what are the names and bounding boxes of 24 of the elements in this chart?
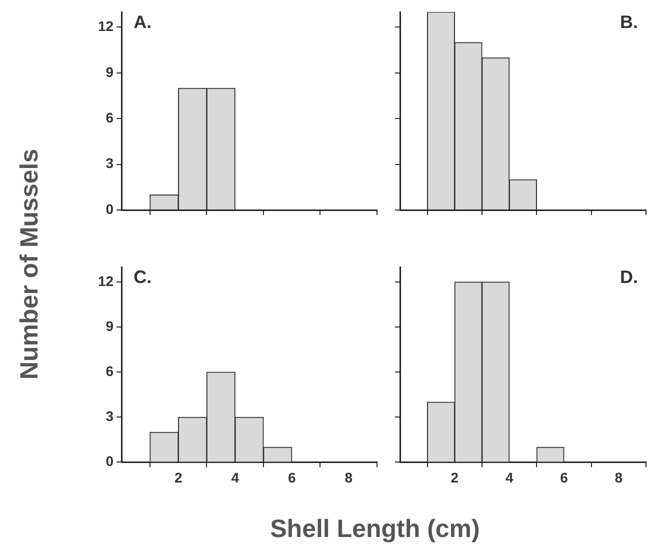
y-tick-label: 3 xyxy=(106,408,114,424)
x-tick-label: 4 xyxy=(505,469,514,486)
y-axis-title: Number of Mussels xyxy=(16,148,44,380)
chart-title: D. xyxy=(620,266,638,287)
x-tick-label: 2 xyxy=(174,469,182,486)
x-tick-label: 8 xyxy=(344,469,353,486)
x-tick-label: 6 xyxy=(560,469,568,486)
y-tick-label: 9 xyxy=(106,318,114,334)
y-tick-label: 6 xyxy=(106,109,114,126)
x-tick-label: 2 xyxy=(450,469,459,486)
y-tick-label: 12 xyxy=(98,272,114,289)
y-tick-label: 12 xyxy=(98,18,114,34)
y-tick-label: 3 xyxy=(106,155,114,172)
y-tick-label: 0 xyxy=(106,200,114,217)
chart-title: B. xyxy=(620,12,638,32)
x-tick-label: 8 xyxy=(614,469,623,486)
x-tick-label: 6 xyxy=(288,469,296,486)
y-tick-label: 9 xyxy=(106,64,114,80)
x-tick-label: 4 xyxy=(231,469,240,486)
y-tick-label: 0 xyxy=(106,453,114,470)
chart-title: A. xyxy=(134,12,152,32)
chart-title: C. xyxy=(134,266,152,287)
x-axis-title: Shell Length (cm) xyxy=(269,515,481,544)
y-tick-label: 6 xyxy=(106,362,114,379)
